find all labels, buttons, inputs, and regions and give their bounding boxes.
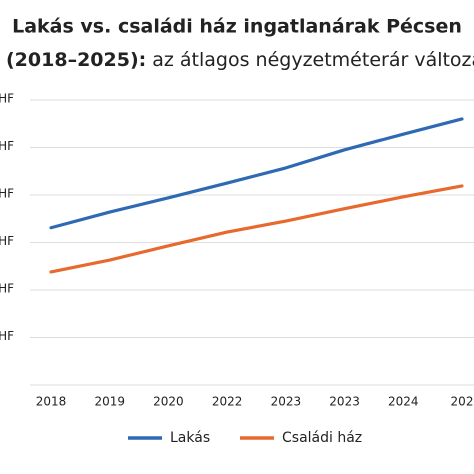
x-tick-label: 2019	[94, 395, 125, 409]
y-tick-label: HF	[0, 329, 14, 343]
y-tick-label: HF	[0, 91, 14, 105]
y-tick-label: HF	[0, 234, 14, 248]
legend-label: Családi ház	[282, 430, 362, 446]
subtitle-bold: (2018–2025):	[6, 49, 146, 71]
y-tick-label: HF	[0, 186, 14, 200]
chart-subtitle: (2018–2025): az átlagos négyzetméterár vá…	[6, 49, 474, 71]
chart-title: Lakás vs. családi ház ingatlanárak Pécse…	[12, 16, 462, 38]
subtitle-text: az átlagos négyzetméterár változása	[152, 49, 474, 71]
x-tick-label: 2018	[36, 395, 67, 409]
y-tick-label: HF	[0, 139, 14, 153]
legend-label: Lakás	[170, 430, 210, 446]
x-tick-label: 2022	[212, 395, 243, 409]
x-tick-label: 2024	[388, 395, 419, 409]
x-tick-label: 202	[451, 395, 474, 409]
x-tick-label: 2023	[329, 395, 360, 409]
series-line	[49, 117, 464, 230]
series-line	[49, 184, 464, 274]
x-tick-label: 2023	[271, 395, 302, 409]
y-tick-label: HF	[0, 281, 14, 295]
x-tick-label: 2020	[153, 395, 184, 409]
